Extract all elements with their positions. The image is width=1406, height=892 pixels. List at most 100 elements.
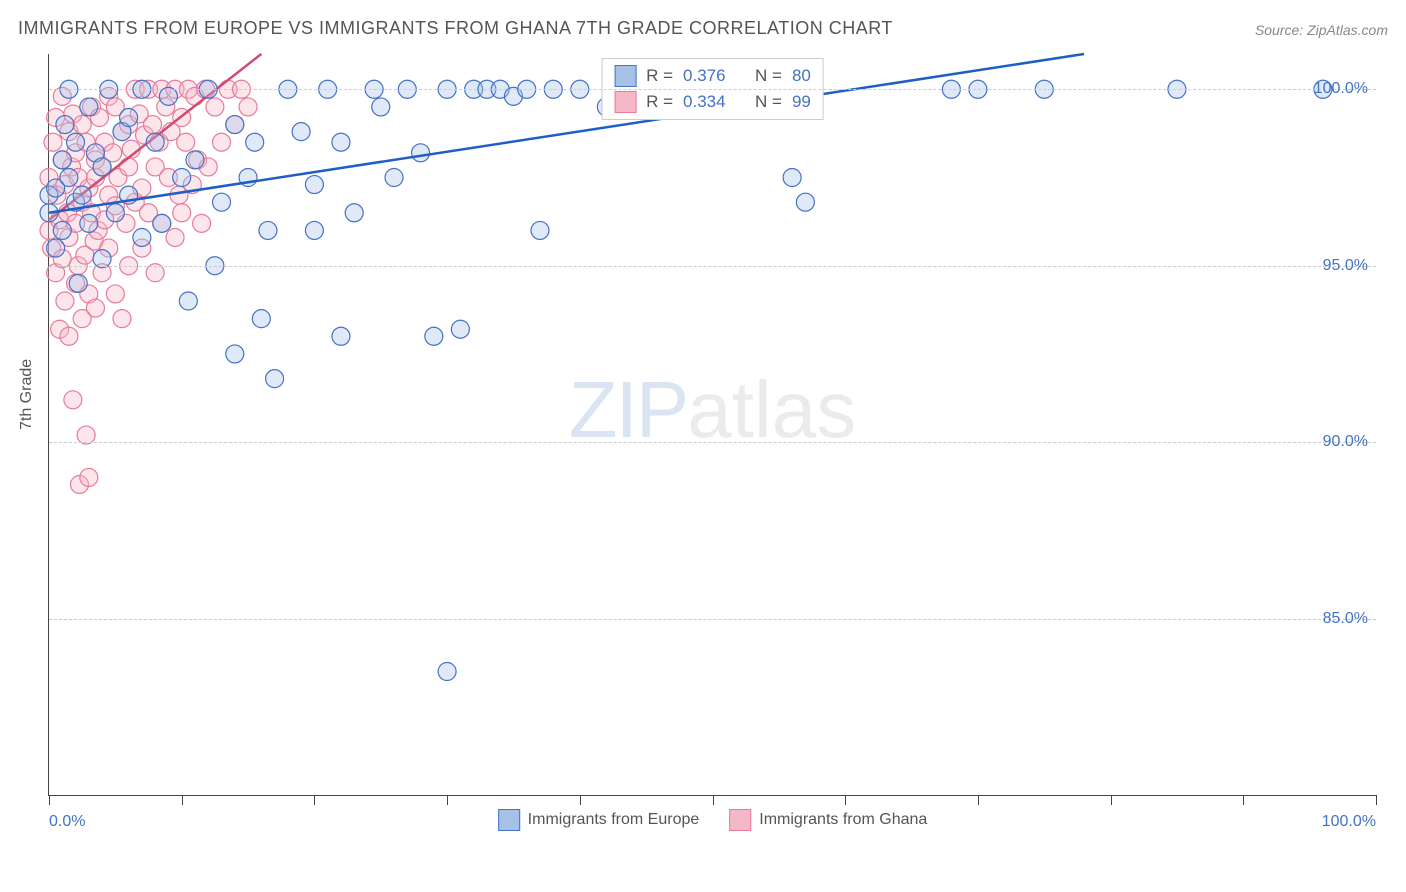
x-tick [713,795,714,805]
data-point [266,370,284,388]
data-point [80,98,98,116]
data-point [783,169,801,187]
data-point [133,228,151,246]
data-point [179,292,197,310]
data-point [69,274,87,292]
data-point [412,144,430,162]
x-tick [49,795,50,805]
data-point [451,320,469,338]
data-point [531,221,549,239]
data-point [80,468,98,486]
x-tick [1243,795,1244,805]
data-point [177,133,195,151]
data-point [120,158,138,176]
data-point [113,310,131,328]
legend-item-europe: Immigrants from Europe [498,809,700,831]
data-point [332,133,350,151]
source-prefix: Source: [1255,22,1307,38]
data-point [53,151,71,169]
plot-area: ZIPatlas R = 0.376 N = 80 R = 0.334 N = … [48,54,1376,796]
data-point [305,221,323,239]
data-point [60,169,78,187]
n-label: N = [755,63,782,89]
r-label: R = [646,63,673,89]
data-point [206,98,224,116]
data-point [425,327,443,345]
x-tick [1376,795,1377,805]
data-point [186,151,204,169]
ghana-label: Immigrants from Ghana [759,811,927,829]
legend-row-ghana: R = 0.334 N = 99 [614,89,811,115]
data-point [796,193,814,211]
data-point [146,133,164,151]
series-legend: Immigrants from Europe Immigrants from G… [498,809,928,831]
gridline [49,619,1376,620]
gridline [49,442,1376,443]
data-point [385,169,403,187]
x-axis-max-label: 100.0% [1322,813,1376,831]
r-label: R = [646,89,673,115]
data-point [120,109,138,127]
gridline [49,89,1376,90]
europe-r-value: 0.376 [683,63,726,89]
data-point [144,116,162,134]
data-point [332,327,350,345]
data-point [53,221,71,239]
data-point [86,299,104,317]
source-link[interactable]: ZipAtlas.com [1307,22,1388,38]
trend-line [49,54,1084,213]
europe-n-value: 80 [792,63,811,89]
ghana-swatch-icon [729,809,751,831]
x-axis-min-label: 0.0% [49,813,85,831]
data-point [372,98,390,116]
chart-svg [49,54,1376,795]
y-tick-label: 90.0% [1323,433,1368,451]
data-point [239,98,257,116]
ghana-n-value: 99 [792,89,811,115]
data-point [173,204,191,222]
data-point [64,391,82,409]
legend-row-europe: R = 0.376 N = 80 [614,63,811,89]
x-tick [845,795,846,805]
x-tick [1111,795,1112,805]
data-point [438,663,456,681]
source-attribution: Source: ZipAtlas.com [1255,22,1388,38]
data-point [193,214,211,232]
y-tick-label: 100.0% [1314,80,1368,98]
data-point [44,133,62,151]
data-point [153,214,171,232]
data-point [226,116,244,134]
ghana-r-value: 0.334 [683,89,726,115]
chart-title: IMMIGRANTS FROM EUROPE VS IMMIGRANTS FRO… [18,18,893,39]
x-tick [447,795,448,805]
data-point [73,186,91,204]
y-tick-label: 85.0% [1323,610,1368,628]
ghana-swatch [614,91,636,113]
data-point [106,285,124,303]
data-point [252,310,270,328]
data-point [292,123,310,141]
data-point [80,214,98,232]
x-tick [182,795,183,805]
europe-label: Immigrants from Europe [528,811,700,829]
data-point [246,133,264,151]
data-point [345,204,363,222]
data-point [106,204,124,222]
data-point [213,193,231,211]
data-point [213,133,231,151]
europe-swatch [614,65,636,87]
data-point [56,292,74,310]
data-point [47,239,65,257]
x-tick [314,795,315,805]
x-tick [978,795,979,805]
data-point [56,116,74,134]
gridline [49,266,1376,267]
y-axis-label: 7th Grade [18,359,36,430]
legend-item-ghana: Immigrants from Ghana [729,809,927,831]
data-point [67,133,85,151]
n-label: N = [755,89,782,115]
data-point [173,169,191,187]
europe-swatch-icon [498,809,520,831]
data-point [60,327,78,345]
data-point [73,116,91,134]
